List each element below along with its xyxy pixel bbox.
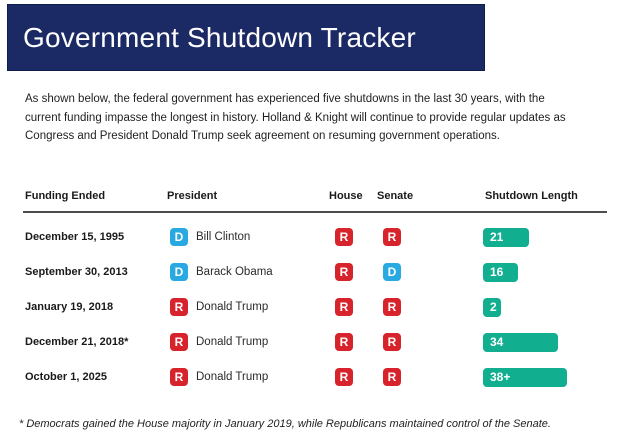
house-party-badge: R bbox=[335, 298, 353, 316]
table-row: January 19, 2018 R Donald Trump R R 2 bbox=[0, 290, 624, 325]
senate-party-badge: R bbox=[383, 228, 401, 246]
president-name: Donald Trump bbox=[196, 301, 269, 313]
column-header-senate: Senate bbox=[377, 190, 414, 202]
house-party-badge: R bbox=[335, 228, 353, 246]
senate-party-badge: D bbox=[383, 263, 401, 281]
house-party-badge: R bbox=[335, 333, 353, 351]
funding-ended-cell: September 30, 2013 bbox=[25, 266, 128, 278]
table-row: December 15, 1995 D Bill Clinton R R 21 bbox=[0, 220, 624, 255]
president-name: Donald Trump bbox=[196, 371, 269, 383]
table-header: Funding Ended President House Senate Shu… bbox=[0, 190, 624, 206]
shutdown-length-bar: 2 bbox=[483, 298, 501, 317]
president-name: Donald Trump bbox=[196, 336, 269, 348]
shutdown-length-bar: 21 bbox=[483, 228, 529, 247]
president-party-badge: R bbox=[170, 333, 188, 351]
funding-ended-cell: December 21, 2018* bbox=[25, 336, 129, 348]
senate-party-badge: R bbox=[383, 298, 401, 316]
shutdown-length-bar: 34 bbox=[483, 333, 558, 352]
house-party-badge: R bbox=[335, 368, 353, 386]
president-name: Barack Obama bbox=[196, 266, 273, 278]
intro-paragraph: As shown below, the federal government h… bbox=[25, 93, 566, 142]
president-name: Bill Clinton bbox=[196, 231, 251, 243]
president-party-badge: R bbox=[170, 368, 188, 386]
column-header-president: President bbox=[167, 190, 218, 202]
senate-party-badge: R bbox=[383, 333, 401, 351]
president-party-badge: D bbox=[170, 263, 188, 281]
funding-ended-cell: December 15, 1995 bbox=[25, 231, 125, 243]
table-row: September 30, 2013 D Barack Obama R D 16 bbox=[0, 255, 624, 290]
footnote-text: * Democrats gained the House majority in… bbox=[19, 418, 551, 430]
senate-party-badge: R bbox=[383, 368, 401, 386]
column-header-funding-ended: Funding Ended bbox=[25, 190, 106, 202]
shutdown-length-bar: 38+ bbox=[483, 368, 567, 387]
president-party-badge: R bbox=[170, 298, 188, 316]
funding-ended-cell: October 1, 2025 bbox=[25, 371, 107, 383]
column-header-house: House bbox=[329, 190, 363, 202]
table-row: October 1, 2025 R Donald Trump R R 38+ bbox=[0, 360, 624, 395]
column-header-shutdown-length: Shutdown Length bbox=[485, 190, 578, 202]
title-banner: Government Shutdown Tracker bbox=[7, 4, 485, 71]
table-header-divider bbox=[23, 211, 607, 213]
table-row: December 21, 2018* R Donald Trump R R 34 bbox=[0, 325, 624, 360]
house-party-badge: R bbox=[335, 263, 353, 281]
funding-ended-cell: January 19, 2018 bbox=[25, 301, 114, 313]
page-title: Government Shutdown Tracker bbox=[23, 21, 416, 53]
president-party-badge: D bbox=[170, 228, 188, 246]
shutdown-length-bar: 16 bbox=[483, 263, 518, 282]
table-rows: December 15, 1995 D Bill Clinton R R 21 … bbox=[0, 220, 624, 395]
